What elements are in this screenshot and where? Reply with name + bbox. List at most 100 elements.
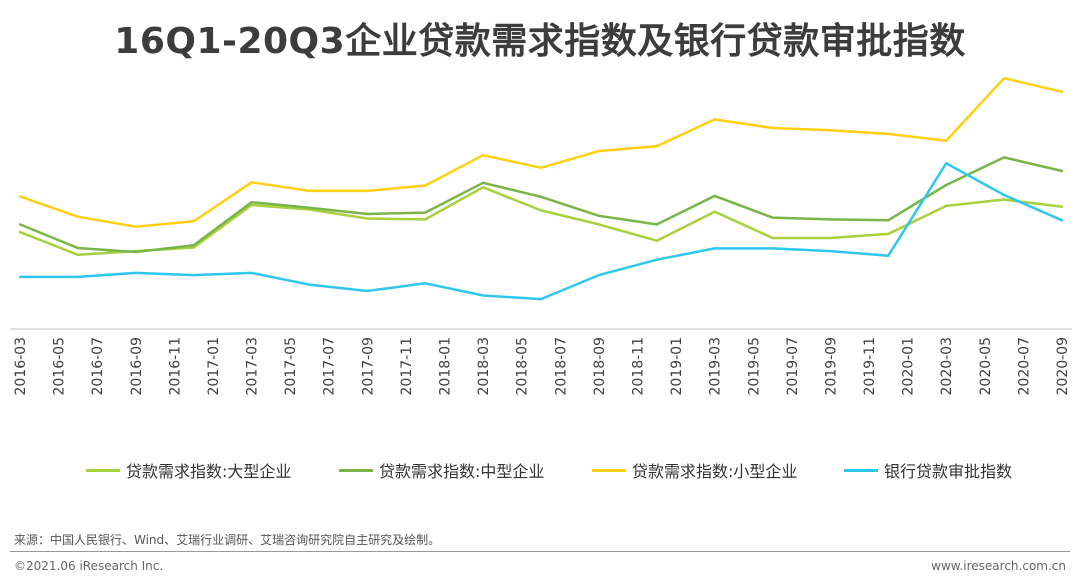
data-point-s0-1: [76, 253, 80, 256]
data-point-s0-0: [18, 230, 22, 234]
data-point-s1-15: [887, 219, 890, 222]
data-point-s2-12: [713, 118, 716, 121]
x-tick-label: 2018-03: [476, 337, 492, 396]
source-note: 来源：中国人民银行、Wind、艾瑞行业调研、艾瑞咨询研究院自主研究及绘制。: [14, 533, 441, 547]
copyright: ©2021.06 iResearch Inc.: [14, 559, 164, 573]
data-point-s3-4: [250, 271, 253, 275]
data-point-s1-14: [829, 218, 832, 221]
x-tick-label: 2018-09: [592, 337, 608, 396]
data-point-s1-17: [1002, 156, 1006, 159]
data-point-s1-0: [18, 223, 22, 226]
x-tick-label: 2016-05: [52, 337, 68, 396]
data-point-s3-14: [829, 249, 832, 253]
data-point-s3-17: [1002, 193, 1006, 197]
data-point-s3-6: [366, 289, 369, 293]
x-tick-label: 2020-09: [1055, 337, 1071, 396]
data-point-s2-1: [76, 215, 80, 218]
data-point-s3-9: [539, 297, 543, 301]
data-point-s1-6: [366, 212, 369, 216]
data-point-s3-18: [1060, 219, 1064, 222]
x-tick-label: 2018-07: [553, 337, 569, 396]
legend-item-medium-enterprise: 贷款需求指数:中型企业: [339, 458, 544, 482]
data-point-s0-6: [366, 217, 369, 220]
x-tick-label: 2020-01: [901, 337, 917, 396]
legend-swatch-approval: [844, 468, 878, 472]
x-tick-label: 2019-01: [669, 337, 685, 396]
data-point-s2-13: [771, 126, 774, 130]
x-tick-label: 2016-11: [167, 337, 183, 396]
x-tick-label: 2020-05: [978, 337, 994, 396]
legend-item-small-enterprise: 贷款需求指数:小型企业: [592, 458, 797, 482]
x-tick-label: 2016-07: [90, 337, 106, 396]
series-layer: [18, 76, 1064, 301]
data-point-s0-8: [481, 186, 485, 189]
legend-label-large: 贷款需求指数:大型企业: [126, 462, 292, 481]
data-point-s0-15: [887, 232, 890, 236]
legend-label-medium: 贷款需求指数:中型企业: [379, 462, 545, 481]
data-point-s3-11: [655, 258, 658, 261]
x-tick-label: 2019-03: [708, 337, 724, 396]
x-tick-label: 2019-09: [823, 337, 839, 396]
x-tick-label: 2020-03: [939, 337, 955, 396]
series-line-1: [19, 156, 1063, 254]
legend-label-small: 贷款需求指数:小型企业: [632, 462, 798, 481]
x-tick-labels: 2016-03 2016-05 2016-07 2016-09 2016-11 2017-…: [13, 337, 1071, 396]
data-point-s0-16: [945, 204, 948, 208]
data-point-s2-3: [192, 220, 195, 223]
x-tick-label: 2019-07: [785, 337, 801, 396]
data-point-s1-10: [597, 214, 601, 217]
x-tick-label: 2018-05: [515, 337, 531, 396]
data-point-s0-3: [192, 246, 195, 249]
website-url: www.iresearch.com.cn: [931, 559, 1066, 573]
data-point-s3-5: [308, 283, 311, 286]
data-point-s3-1: [76, 275, 80, 279]
data-point-s1-11: [655, 223, 658, 226]
legend-swatch-small: [592, 468, 626, 472]
legend: 贷款需求指数:大型企业 贷款需求指数:中型企业 贷款需求指数:小型企业 银行贷款…: [0, 458, 1080, 482]
data-point-s0-10: [597, 223, 601, 226]
x-tick-label: 2019-05: [746, 337, 762, 396]
x-tick-label: 2020-07: [1016, 337, 1032, 396]
data-point-s0-12: [713, 210, 716, 213]
chart-title: 16Q1-20Q3企业贷款需求指数及银行贷款审批指数: [114, 21, 966, 62]
data-point-s0-17: [1002, 198, 1006, 201]
data-point-s1-12: [713, 194, 716, 198]
data-point-s3-7: [424, 282, 427, 285]
series-line-3: [20, 162, 1063, 301]
x-tick-label: 2017-11: [399, 337, 415, 396]
series-line-2: [19, 76, 1063, 228]
data-point-s1-18: [1060, 169, 1064, 173]
data-point-s1-5: [308, 206, 311, 209]
data-point-s2-15: [887, 132, 890, 136]
legend-item-approval: 银行贷款审批指数: [844, 458, 1012, 482]
data-point-s1-7: [424, 211, 427, 214]
data-point-s2-11: [655, 144, 658, 148]
data-point-s1-9: [539, 195, 543, 198]
data-point-s2-9: [539, 166, 543, 169]
legend-item-large-enterprise: 贷款需求指数:大型企业: [86, 458, 291, 482]
x-tick-label: 2018-11: [631, 337, 647, 396]
legend-swatch-medium: [339, 468, 373, 472]
data-point-s1-2: [134, 250, 137, 254]
data-point-s0-7: [424, 218, 427, 221]
x-tick-label: 2017-01: [206, 337, 222, 396]
x-tick-label: 2017-05: [283, 337, 299, 396]
data-point-s2-16: [945, 139, 948, 142]
data-point-s1-4: [250, 201, 253, 204]
legend-label-approval: 银行贷款审批指数: [884, 462, 1013, 481]
data-point-s1-1: [76, 246, 80, 250]
data-point-s3-12: [713, 247, 716, 250]
data-point-s2-14: [829, 129, 832, 132]
data-point-s2-7: [424, 184, 427, 187]
data-point-s0-11: [655, 239, 658, 242]
data-point-s2-17: [1002, 77, 1006, 80]
data-point-s0-18: [1060, 205, 1064, 208]
data-point-s2-6: [366, 189, 369, 193]
data-point-s2-10: [597, 149, 601, 153]
data-point-s2-18: [1060, 90, 1064, 94]
data-point-s3-10: [597, 273, 601, 277]
data-point-s2-4: [250, 181, 253, 184]
x-tick-label: 2016-03: [13, 337, 29, 396]
legend-swatch-large: [86, 468, 120, 472]
